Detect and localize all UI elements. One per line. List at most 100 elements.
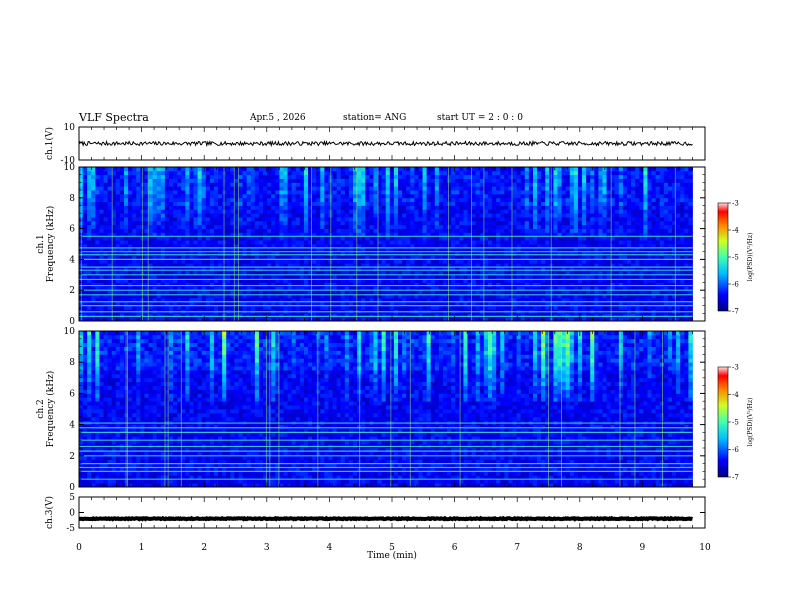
spectrogram-cell bbox=[361, 236, 366, 241]
spectrogram-cell bbox=[238, 263, 243, 268]
spectrogram-cell bbox=[434, 305, 440, 310]
spectrogram-cell bbox=[377, 297, 383, 303]
spectrogram-cell bbox=[87, 209, 92, 214]
spectrogram-cell bbox=[312, 193, 317, 199]
spectrogram-cell bbox=[213, 270, 219, 276]
spectrogram-cell bbox=[258, 244, 264, 249]
spectrogram-cell bbox=[324, 267, 329, 272]
spectrogram-cell bbox=[230, 244, 235, 249]
spectrogram-cell bbox=[541, 190, 546, 195]
spectrogram-cell bbox=[459, 182, 464, 187]
spectrogram-cell bbox=[451, 224, 456, 229]
spectrogram-cell bbox=[479, 247, 485, 253]
spectrogram-cell bbox=[226, 170, 231, 176]
spectrogram-cell bbox=[299, 190, 305, 195]
spectrogram-cell bbox=[164, 170, 170, 176]
spectrogram-cell bbox=[189, 232, 194, 237]
spectrogram-cell bbox=[312, 263, 317, 268]
spectrogram-cell bbox=[95, 217, 100, 222]
spectrogram-cell bbox=[250, 259, 256, 264]
spectrogram-cell bbox=[565, 213, 571, 218]
spectrogram-cell bbox=[197, 305, 203, 310]
spectrogram-cell bbox=[467, 217, 473, 222]
spectrogram-cell bbox=[348, 290, 354, 295]
spectrogram-cell bbox=[209, 313, 215, 318]
spectrogram-cell bbox=[242, 228, 248, 233]
spectrogram-cell bbox=[557, 240, 562, 245]
spectrogram-cell bbox=[369, 297, 374, 303]
spectrogram-cell bbox=[115, 240, 121, 245]
spectrogram-cell bbox=[144, 255, 149, 260]
spectrogram-cell bbox=[246, 263, 252, 268]
spectrogram-cell bbox=[303, 247, 309, 253]
spectrogram-cell bbox=[569, 174, 575, 179]
spectrogram-cell bbox=[160, 255, 166, 260]
spectrogram-cell bbox=[393, 259, 399, 264]
spectrogram-cell bbox=[385, 201, 391, 206]
spectrogram-cell bbox=[295, 290, 301, 295]
spectrogram-cell bbox=[295, 297, 301, 303]
spectrogram-cell bbox=[422, 305, 428, 310]
spectrogram-cell bbox=[524, 297, 530, 303]
spectrogram-cell bbox=[144, 232, 149, 237]
spectrogram-cell bbox=[479, 209, 485, 214]
spectrogram-cell bbox=[107, 244, 113, 249]
spectrogram-cell bbox=[213, 217, 219, 222]
spectrogram-cell bbox=[132, 244, 137, 249]
spectrogram-cell bbox=[316, 301, 321, 306]
spectrogram-cell bbox=[205, 247, 211, 253]
spectrogram-cell bbox=[168, 186, 174, 191]
spectrogram-cell bbox=[123, 294, 129, 299]
spectrogram-cell bbox=[230, 270, 235, 276]
spectrogram-cell bbox=[283, 251, 288, 256]
spectrogram-cell bbox=[254, 205, 260, 210]
spectrogram-cell bbox=[209, 240, 215, 245]
spectrogram-cell bbox=[582, 240, 587, 245]
spectrogram-cell bbox=[582, 274, 587, 280]
spectrogram-cell bbox=[569, 294, 575, 299]
spectrogram-cell bbox=[234, 174, 239, 179]
spectrogram-cell bbox=[189, 220, 194, 226]
spectrogram-cell bbox=[475, 220, 481, 226]
spectrogram-cell bbox=[213, 305, 219, 310]
spectrogram-cell bbox=[520, 278, 526, 283]
spectrogram-cell bbox=[213, 201, 219, 206]
spectrogram-cell bbox=[582, 270, 587, 276]
spectrogram-cell bbox=[422, 247, 428, 253]
spectrogram-cell bbox=[283, 259, 288, 264]
spectrogram-cell bbox=[414, 255, 419, 260]
spectrogram-cell bbox=[553, 228, 558, 233]
spectrogram-cell bbox=[504, 217, 509, 222]
spectrogram-cell bbox=[283, 193, 288, 199]
spectrogram-cell bbox=[381, 170, 387, 176]
spectrogram-cell bbox=[320, 244, 325, 249]
spectrogram-cell bbox=[565, 182, 571, 187]
spectrogram-cell bbox=[414, 270, 419, 276]
spectrogram-cell bbox=[483, 178, 489, 183]
spectrogram-cell bbox=[287, 255, 293, 260]
spectrogram-cell bbox=[226, 270, 231, 276]
spectrogram-cell bbox=[532, 182, 538, 187]
spectrogram-cell bbox=[582, 170, 587, 176]
spectrogram-cell bbox=[340, 255, 346, 260]
spectrogram-cell bbox=[181, 240, 186, 245]
spectrogram-cell bbox=[164, 305, 170, 310]
spectrogram-cell bbox=[573, 205, 579, 210]
spectrogram-cell bbox=[512, 259, 518, 264]
spectrogram-cell bbox=[447, 282, 452, 287]
spectrogram-cell bbox=[160, 247, 166, 253]
spectrogram-cell bbox=[496, 274, 501, 280]
spectrogram-cell bbox=[246, 236, 252, 241]
spectrogram-cell bbox=[528, 251, 534, 256]
spectrogram-cell bbox=[471, 186, 477, 191]
spectrogram-cell bbox=[418, 232, 423, 237]
spectrogram-cell bbox=[402, 255, 407, 260]
spectrogram-cell bbox=[123, 209, 129, 214]
spectrogram-cell bbox=[361, 267, 366, 272]
spectrogram-cell bbox=[168, 247, 174, 253]
spectrogram-cell bbox=[353, 236, 358, 241]
spectrogram-cell bbox=[173, 301, 178, 306]
spectrogram-cell bbox=[99, 294, 104, 299]
spectrogram-cell bbox=[103, 247, 109, 253]
spectrogram-cell bbox=[537, 236, 542, 241]
